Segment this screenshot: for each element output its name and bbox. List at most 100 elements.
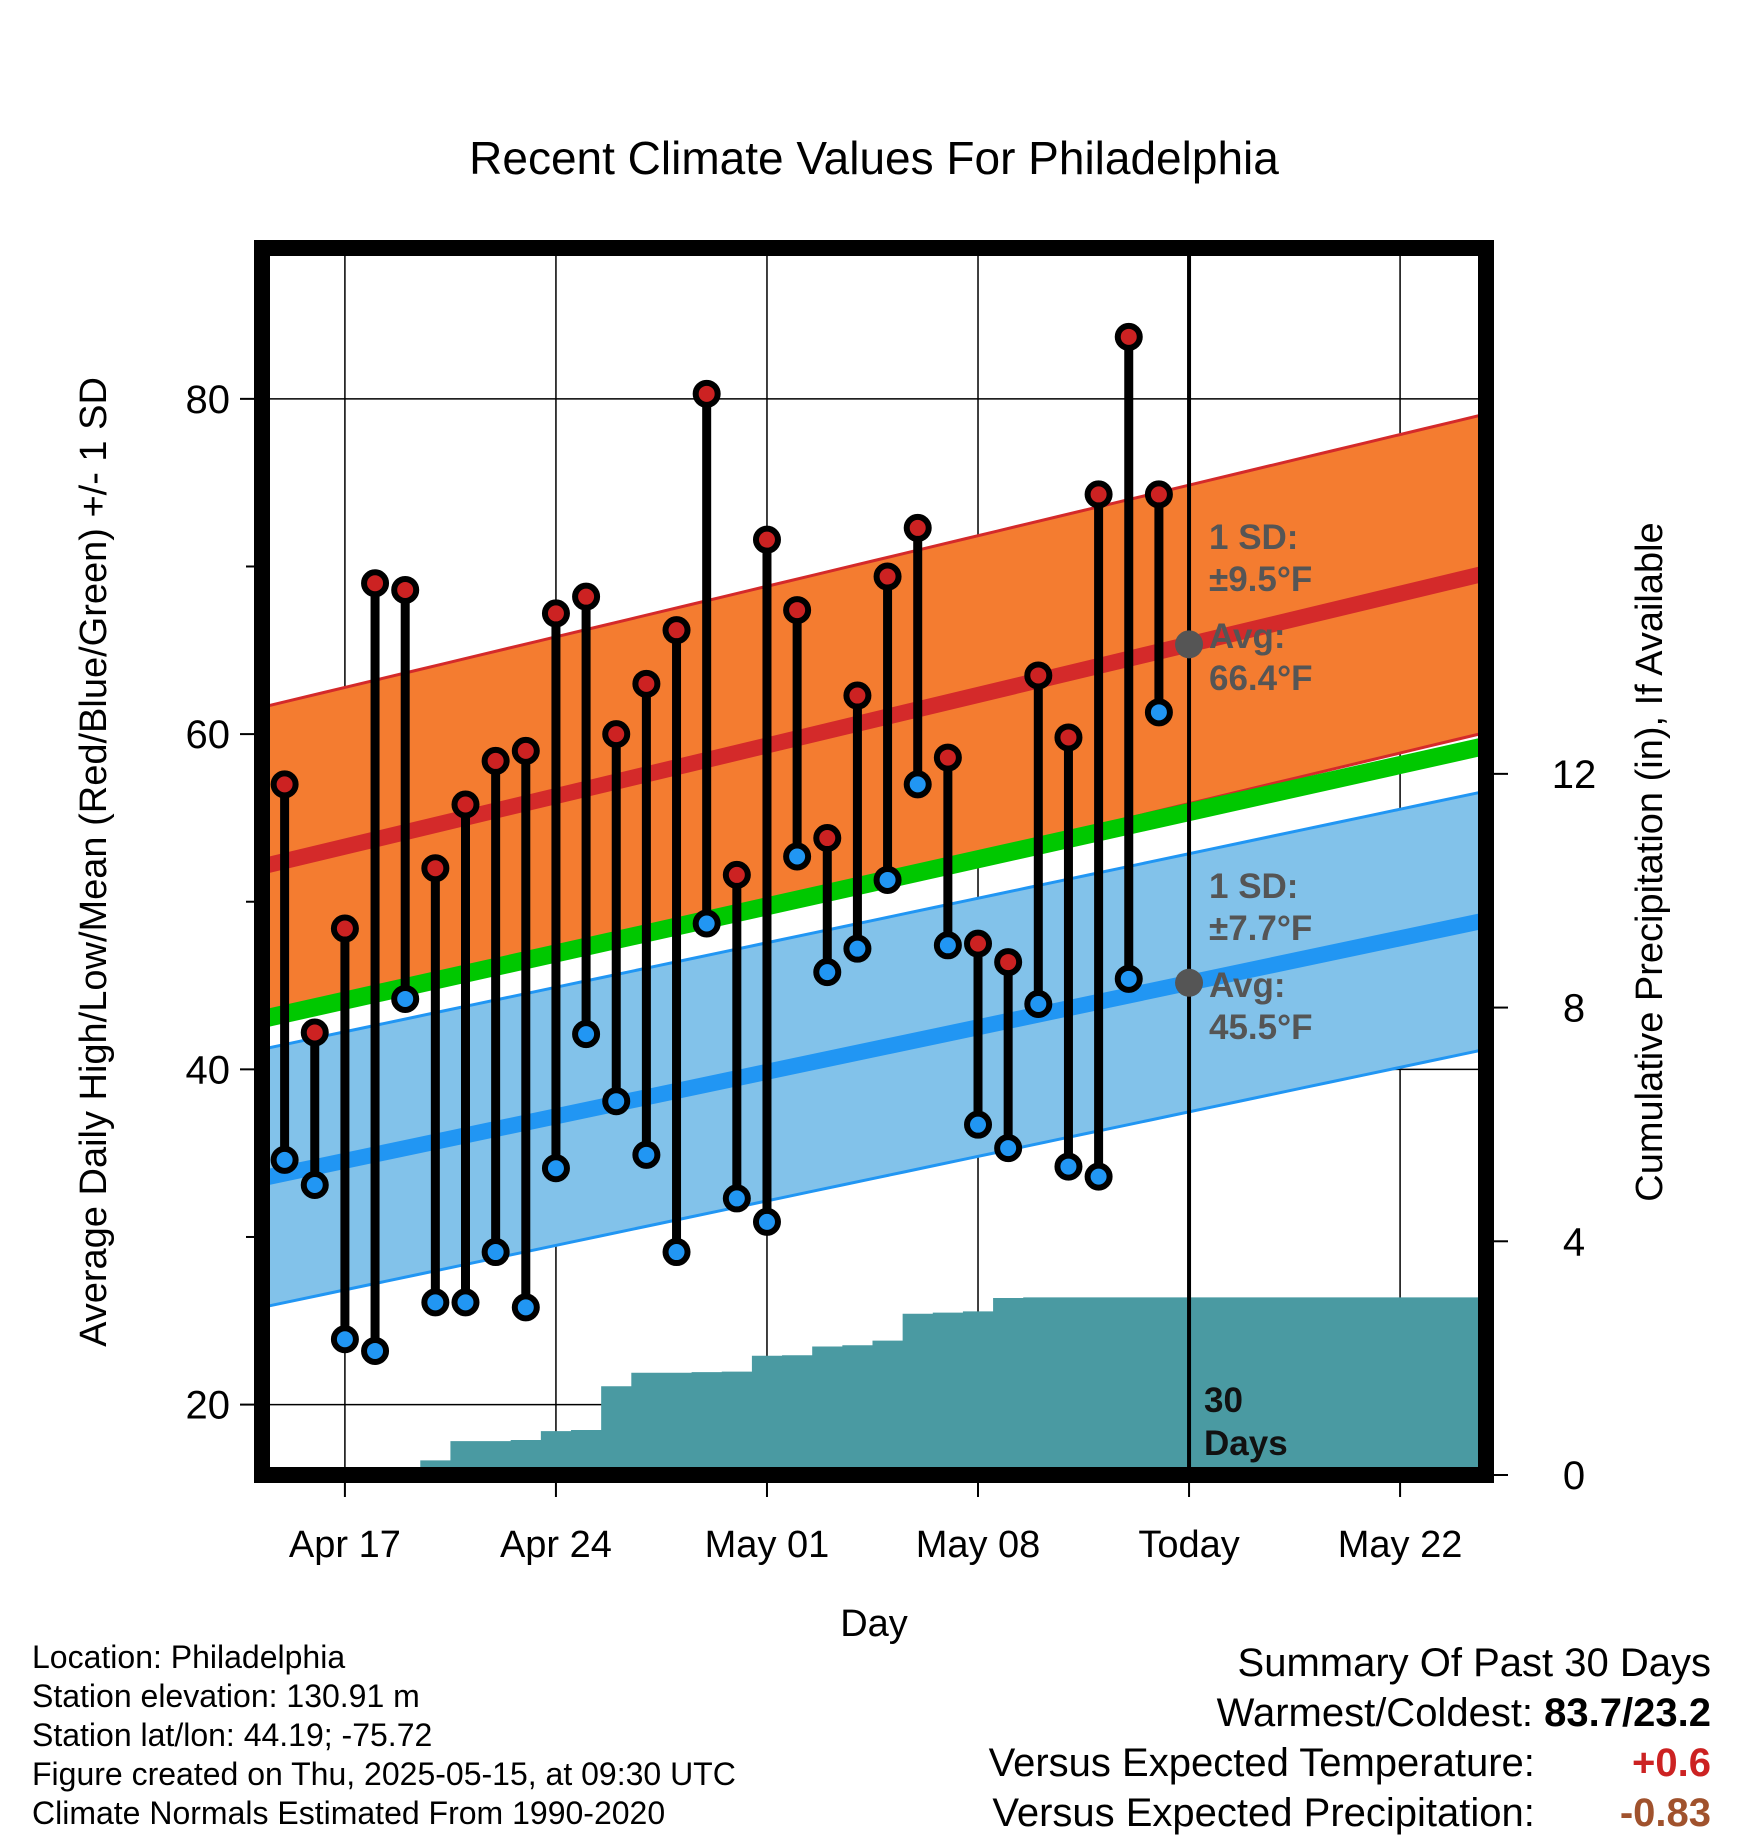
- low-point: [451, 1288, 480, 1317]
- low-today-marker: [1175, 968, 1204, 997]
- low-point: [873, 865, 902, 894]
- low-point: [964, 1110, 993, 1139]
- high-point: [662, 616, 691, 645]
- temp-row: Versus Expected Temperature: +0.6: [989, 1738, 1711, 1788]
- warmest-row: Warmest/Coldest: 83.7/23.2: [989, 1688, 1711, 1738]
- high-point: [361, 569, 390, 598]
- summary-heading: Summary Of Past 30 Days: [1237, 1641, 1711, 1685]
- high-today-marker: [1175, 630, 1204, 659]
- days-count-label: 30: [1204, 1381, 1243, 1420]
- low-point: [572, 1020, 601, 1049]
- low-point: [1114, 964, 1143, 993]
- low-point: [361, 1336, 390, 1365]
- high-point: [391, 575, 420, 604]
- y2-tick-label: 12: [1552, 753, 1597, 797]
- high-point: [481, 746, 510, 775]
- high-point: [1084, 480, 1113, 509]
- normals-annotations: 1 SD: ±9.5°F Avg: 66.4°F 1 SD: ±7.7°F Av…: [1204, 518, 1313, 1463]
- low-point: [783, 842, 812, 871]
- warmest-label: Warmest/Coldest:: [1216, 1691, 1534, 1735]
- low-point: [1084, 1162, 1113, 1191]
- high-point: [511, 736, 540, 765]
- summary-panel: Summary Of Past 30 Days Warmest/Coldest:…: [989, 1638, 1711, 1838]
- low-point: [632, 1140, 661, 1169]
- precip-row: Versus Expected Precipitation: -0.83: [989, 1788, 1711, 1838]
- high-point: [300, 1018, 329, 1047]
- high-point: [451, 790, 480, 819]
- low-point: [391, 984, 420, 1013]
- low-avg-value: 45.5°F: [1209, 1008, 1313, 1047]
- low-point: [511, 1293, 540, 1322]
- high-point: [541, 599, 570, 628]
- low-point: [602, 1087, 631, 1116]
- normals-text: Climate Normals Estimated From 1990-2020: [32, 1795, 666, 1831]
- y-tick-label: 40: [186, 1048, 231, 1092]
- high-point: [1024, 661, 1053, 690]
- created-text: Figure created on Thu, 2025-05-15, at 09…: [32, 1756, 736, 1792]
- precip-value: -0.83: [1619, 1791, 1711, 1835]
- high-point: [692, 379, 721, 408]
- low-point: [1054, 1152, 1083, 1181]
- high-point: [421, 854, 450, 883]
- y-axis-label: Average Daily High/Low/Mean (Red/Blue/Gr…: [73, 377, 115, 1347]
- x-tick-label: Today: [1138, 1524, 1239, 1566]
- x-tick-label: May 08: [916, 1524, 1041, 1566]
- low-point: [933, 931, 962, 960]
- temp-value: +0.6: [1632, 1741, 1711, 1785]
- high-point: [994, 948, 1023, 977]
- low-point: [541, 1154, 570, 1183]
- plot-frame: [254, 240, 1494, 1483]
- low-point: [692, 909, 721, 938]
- low-point: [843, 934, 872, 963]
- x-tick-label: May 22: [1338, 1524, 1463, 1566]
- low-sd-label: 1 SD:: [1209, 867, 1298, 906]
- y-tick-label: 80: [186, 378, 231, 422]
- high-sd-value: ±9.5°F: [1209, 560, 1312, 599]
- low-avg-label: Avg:: [1209, 966, 1285, 1005]
- high-point: [964, 929, 993, 958]
- low-point: [813, 958, 842, 987]
- x-tick-label: May 01: [705, 1524, 830, 1566]
- high-avg-label: Avg:: [1209, 617, 1285, 656]
- high-point: [933, 743, 962, 772]
- low-point: [330, 1325, 359, 1354]
- axes: 20 40 60 80 0 4 8 12 Apr 17 Apr 24 May 01 May 08 Tod…: [186, 378, 1597, 1566]
- high-point: [602, 720, 631, 749]
- elevation-text: Station elevation: 130.91 m: [32, 1678, 420, 1714]
- chart-title: Recent Climate Values For Philadelphia: [469, 132, 1279, 184]
- high-point: [632, 669, 661, 698]
- high-point: [1144, 480, 1173, 509]
- low-point: [1144, 698, 1173, 727]
- high-point: [330, 914, 359, 943]
- y-tick-label: 20: [186, 1384, 231, 1428]
- low-point: [481, 1238, 510, 1267]
- low-point: [300, 1171, 329, 1200]
- location-text: Location: Philadelphia: [32, 1639, 346, 1675]
- high-point: [903, 513, 932, 542]
- y2-tick-label: 8: [1563, 987, 1585, 1031]
- latlon-text: Station lat/lon: 44.19; -75.72: [32, 1717, 433, 1753]
- temp-label: Versus Expected Temperature:: [988, 1741, 1535, 1785]
- high-sd-label: 1 SD:: [1209, 518, 1298, 557]
- high-point: [722, 860, 751, 889]
- high-avg-value: 66.4°F: [1209, 659, 1313, 698]
- high-point: [873, 562, 902, 591]
- high-point: [813, 824, 842, 853]
- high-point: [843, 681, 872, 710]
- precip-area: [262, 1297, 1486, 1475]
- y2-axis-label: Cumulative Precipitation (in), If Availa…: [1629, 522, 1671, 1201]
- y2-tick-label: 0: [1563, 1454, 1585, 1498]
- warmest-value: 83.7/23.2: [1544, 1691, 1711, 1735]
- high-point: [783, 596, 812, 625]
- x-axis-label: Day: [840, 1603, 908, 1645]
- high-point: [270, 770, 299, 799]
- precipitation-area: [262, 1297, 1486, 1475]
- high-point: [1054, 723, 1083, 752]
- y2-tick-label: 4: [1563, 1220, 1585, 1264]
- low-point: [662, 1238, 691, 1267]
- station-info: Location: Philadelphia Station elevation…: [32, 1638, 736, 1833]
- low-point: [722, 1184, 751, 1213]
- high-point: [1114, 322, 1143, 351]
- low-point: [270, 1145, 299, 1174]
